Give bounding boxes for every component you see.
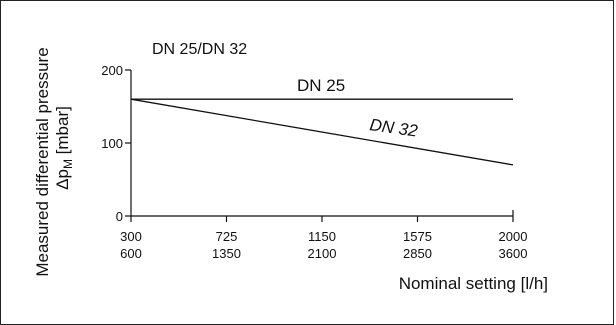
y-axis-label-subscript: M — [61, 159, 75, 169]
x-tick-label-bottom: 2850 — [403, 246, 432, 261]
y-tick-label: 0 — [116, 209, 123, 224]
x-tick-label-top: 1575 — [403, 229, 432, 244]
x-tick-label-bottom: 2100 — [308, 246, 337, 261]
y-axis-label-group: Measured differential pressure ΔpM [mbar… — [33, 47, 75, 276]
ticks-layer: 0 100 200 300 600 725 1350 1150 2100 1575 2850 2000… — [101, 63, 527, 261]
x-tick-label-top: 2000 — [499, 229, 528, 244]
y-axis-label-line2: ΔpM [mbar] — [53, 106, 75, 190]
x-axis-label: Nominal setting [l/h] — [399, 274, 548, 293]
x-tick-label-bottom: 600 — [120, 246, 142, 261]
y-tick-label: 100 — [101, 136, 123, 151]
series-line-dn32 — [130, 98, 514, 166]
x-tick-label-bottom: 3600 — [499, 246, 528, 261]
y-axis-label-symbol: Δp — [53, 169, 72, 190]
x-tick-label-top: 1150 — [308, 229, 336, 244]
y-axis-label-line1: Measured differential pressure — [33, 47, 52, 276]
x-tick-label-top: 300 — [120, 229, 142, 244]
series-layer — [130, 98, 514, 166]
series-label-dn25: DN 25 — [297, 76, 345, 95]
y-axis-label-unit: [mbar] — [53, 106, 72, 159]
y-tick-label: 200 — [101, 63, 123, 78]
x-tick-label-bottom: 1350 — [212, 246, 241, 261]
x-tick-label-top: 725 — [216, 229, 238, 244]
chart-title: DN 25/DN 32 — [152, 41, 247, 58]
series-label-dn32: DN 32 — [368, 115, 419, 141]
